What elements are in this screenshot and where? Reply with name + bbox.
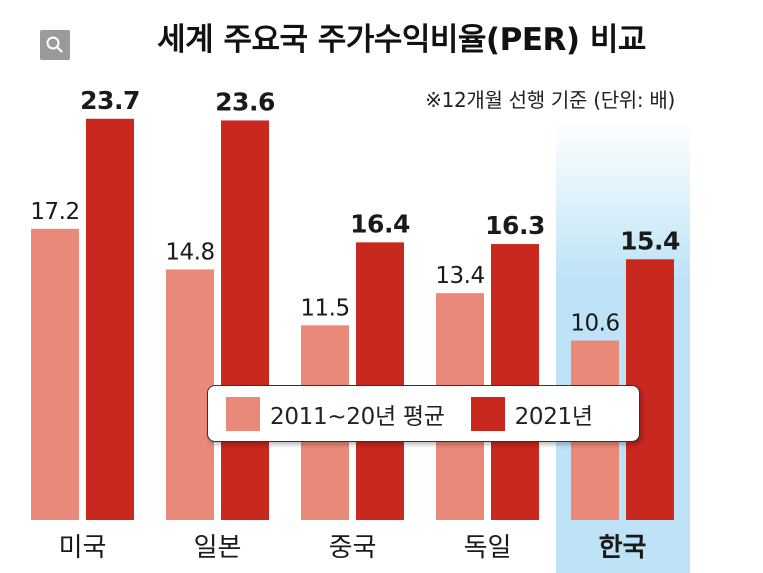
bar-avg-2 [166, 269, 214, 520]
legend-swatch-2021 [470, 396, 505, 431]
chart-title: 세계 주요국 주가수익비율(PER) 비교 [157, 22, 646, 58]
unit-note: ※12개월 선행 기준 (단위: 배) [425, 88, 675, 112]
category-label-5: 한국 [599, 533, 647, 563]
value-label-avg-2: 14.8 [165, 239, 214, 265]
search-icon [46, 36, 63, 53]
value-label-avg-4: 13.4 [435, 263, 484, 289]
bar-2021-3 [356, 242, 404, 520]
value-label-2021-4: 16.3 [485, 211, 545, 240]
value-label-2021-3: 16.4 [350, 209, 410, 238]
legend-label-avg: 2011~20년 평균 [270, 403, 445, 430]
zoom-button[interactable] [40, 30, 70, 60]
bar-2021-4 [491, 244, 539, 520]
category-label-4: 독일 [464, 533, 512, 563]
category-label-2: 일본 [194, 533, 242, 563]
value-label-avg-1: 17.2 [30, 199, 79, 225]
value-label-2021-5: 15.4 [620, 226, 680, 255]
bar-2021-2 [221, 120, 269, 521]
category-label-3: 중국 [329, 533, 377, 563]
legend: 2011~20년 평균 2021년 [207, 385, 640, 442]
value-label-2021-1: 23.7 [80, 86, 140, 115]
value-label-2021-2: 23.6 [215, 87, 275, 116]
bar-avg-1 [31, 228, 79, 520]
value-label-avg-3: 11.5 [300, 295, 349, 321]
category-label-1: 미국 [59, 533, 107, 563]
legend-swatch-avg [226, 396, 260, 431]
bar-2021-1 [86, 118, 134, 520]
value-label-avg-5: 10.6 [570, 311, 619, 337]
legend-label-2021: 2021년 [514, 403, 594, 430]
